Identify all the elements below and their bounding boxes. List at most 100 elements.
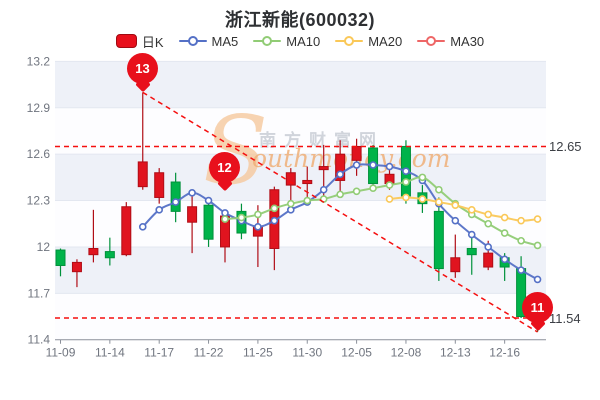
ma10-marker [418, 173, 427, 182]
ma10-marker [352, 187, 361, 196]
ma20-marker [517, 216, 525, 225]
ma10-marker [270, 204, 279, 213]
candle-body [433, 210, 444, 270]
band [55, 246, 546, 294]
ma20-marker [402, 193, 410, 202]
ma5-marker [204, 196, 213, 205]
ma5-marker [336, 170, 344, 179]
x-axis-label: 11-17 [144, 346, 174, 360]
legend-item-kline[interactable]: 日K [115, 32, 164, 51]
band [55, 293, 546, 340]
candle [466, 237, 477, 275]
x-axis-label: 12-13 [440, 346, 471, 360]
candle-body [88, 247, 99, 256]
y-axis-label: 11.7 [28, 286, 51, 300]
candle [433, 197, 444, 281]
ma10-marker [533, 241, 542, 250]
legend-label: 日K [141, 34, 164, 50]
y-axis: 13.2 12.9 12.6 12.3 12 11.7 11.4 [27, 54, 51, 346]
ma10-marker [336, 190, 344, 199]
candle-body [71, 261, 82, 273]
ma10-marker [237, 213, 246, 222]
candle [170, 172, 181, 223]
candle [203, 202, 214, 247]
candle-body [121, 206, 132, 256]
candle [55, 248, 66, 277]
ma10-legend-icon [253, 34, 282, 48]
ma5-marker [221, 209, 229, 217]
legend-item-ma20[interactable]: MA20 [335, 34, 402, 49]
legend-item-ma10[interactable]: MA10 [253, 34, 320, 49]
candle [71, 259, 82, 288]
ma5-marker [254, 223, 262, 231]
ma5-marker [533, 275, 542, 284]
x-axis-label: 11-09 [46, 346, 76, 360]
price-pin-12: 12 [209, 152, 240, 183]
trendline [142, 91, 538, 333]
candle-body [187, 206, 198, 223]
kline-legend-icon [115, 34, 137, 48]
candle-body [285, 172, 296, 186]
ma5-marker [188, 189, 196, 197]
x-axis-label: 11-22 [194, 346, 224, 360]
y-axis-label: 12 [37, 240, 51, 254]
watermark-swirl-icon: S [203, 96, 268, 206]
ma10-marker [286, 199, 295, 208]
price-level-label-high: 12.65 [549, 139, 582, 154]
candle [302, 166, 313, 203]
ma10-marker [254, 210, 262, 219]
candle [104, 237, 115, 266]
ma5-marker [369, 161, 377, 169]
ma10-marker [369, 184, 377, 192]
candle-body [318, 166, 329, 171]
ma20-marker [435, 198, 443, 206]
candle-body [351, 145, 362, 161]
band [55, 154, 546, 201]
ma5-marker [155, 206, 163, 214]
x-axis-label: 11-25 [243, 346, 273, 360]
candle-body [104, 251, 115, 259]
x-axis-label: 12-08 [391, 346, 422, 360]
y-axis-label: 13.2 [27, 54, 51, 68]
candle [187, 195, 198, 254]
ma5-marker [467, 230, 476, 239]
ma20-marker [467, 206, 476, 214]
ma5-marker [500, 255, 509, 264]
candle-body [170, 181, 181, 212]
ma10-marker [303, 196, 312, 205]
legend-label: MA10 [286, 33, 321, 49]
ma30-legend-icon [417, 34, 446, 48]
plot-bands [55, 61, 546, 340]
x-axis-label: 11-14 [95, 346, 125, 360]
candle [450, 234, 461, 278]
ma10-marker [402, 178, 410, 186]
candle [88, 209, 99, 263]
reference-lines [55, 91, 546, 333]
candle-body [450, 257, 461, 273]
price-pin-13: 13 [127, 53, 158, 84]
legend-label: MA5 [211, 33, 239, 49]
candle-body [203, 204, 214, 240]
candle-body [466, 247, 477, 256]
ma5-marker [517, 266, 525, 274]
candle [121, 202, 132, 257]
candle [137, 92, 148, 190]
x-axis-label: 12-05 [341, 346, 372, 360]
candle [335, 140, 346, 196]
ma20-line [385, 193, 542, 225]
price-level-label-low: 11.54 [549, 311, 581, 326]
legend-item-ma30[interactable]: MA30 [417, 34, 484, 49]
candle-body [335, 153, 346, 181]
ma10-marker [435, 185, 443, 194]
x-axis-label: 12-16 [489, 346, 520, 360]
legend-item-ma5[interactable]: MA5 [178, 33, 239, 49]
ma5-line [138, 161, 542, 284]
ma5-legend-icon [178, 34, 207, 48]
x-axis: 11-09 11-14 11-17 11-22 11-25 11-30 12-05 12-08… [46, 339, 546, 360]
ma5-marker [484, 243, 493, 251]
ma5-marker [352, 161, 361, 169]
ma5-marker [385, 162, 394, 171]
